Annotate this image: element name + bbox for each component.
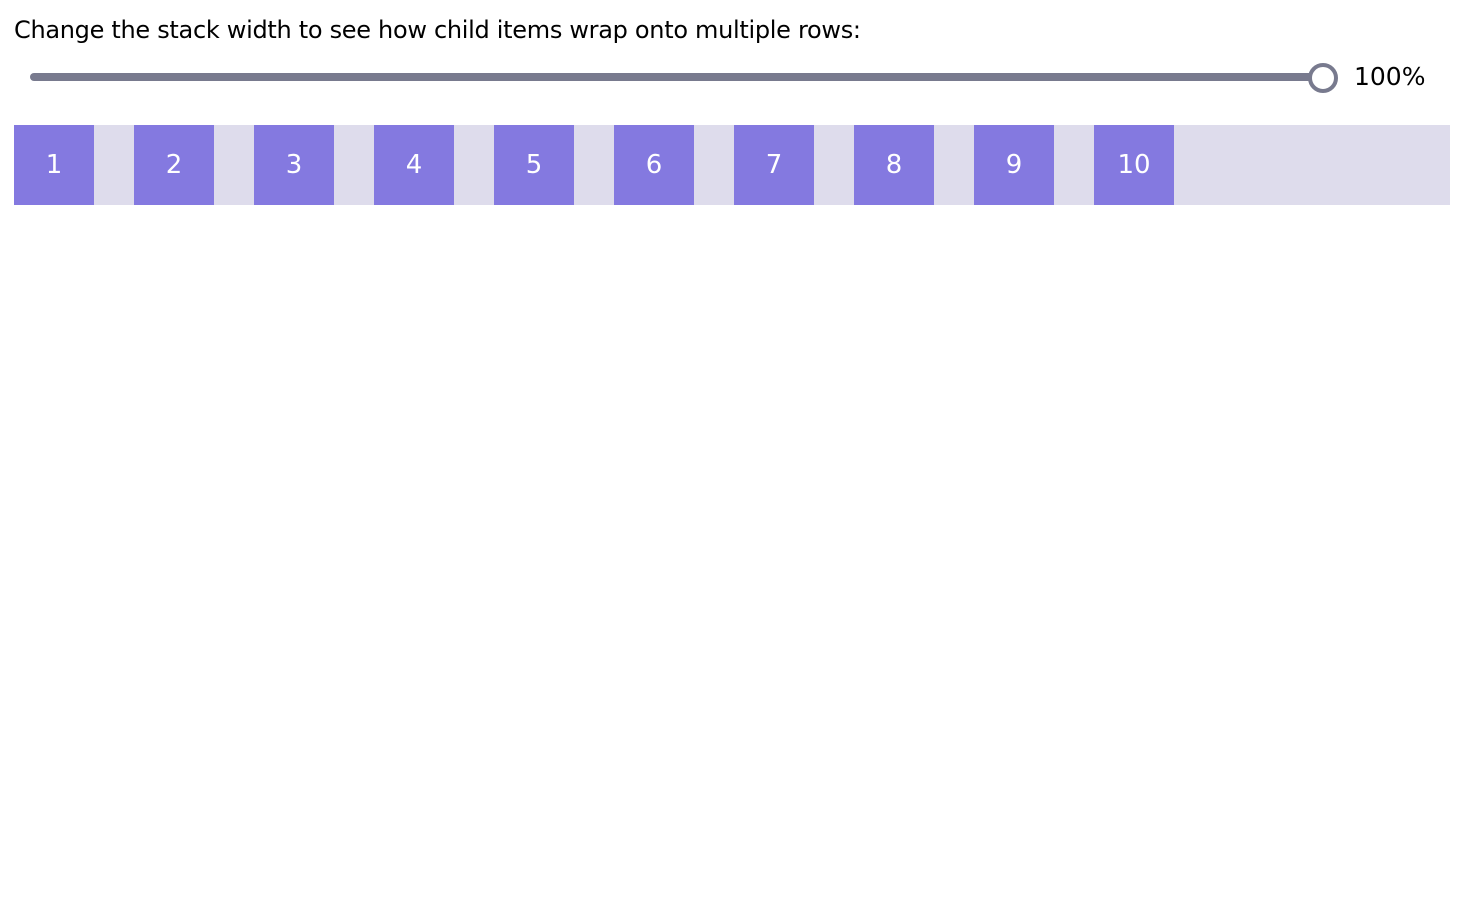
stack-item: 10: [1094, 125, 1174, 205]
stack-item: 3: [254, 125, 334, 205]
stack-width-slider[interactable]: [30, 62, 1338, 94]
stack-item: 1: [14, 125, 94, 205]
stack-item: 4: [374, 125, 454, 205]
slider-value: 100%: [1354, 62, 1426, 91]
stack-item: 6: [614, 125, 694, 205]
stack-item: 9: [974, 125, 1054, 205]
instruction-label: Change the stack width to see how child …: [14, 16, 861, 44]
stack-item: 8: [854, 125, 934, 205]
stack-item: 7: [734, 125, 814, 205]
wrap-stack: 1 2 3 4 5 6 7 8 9 10: [14, 125, 1450, 205]
stack-item: 2: [134, 125, 214, 205]
slider-track[interactable]: [30, 73, 1322, 81]
slider-thumb[interactable]: [1308, 63, 1338, 93]
stack-item: 5: [494, 125, 574, 205]
